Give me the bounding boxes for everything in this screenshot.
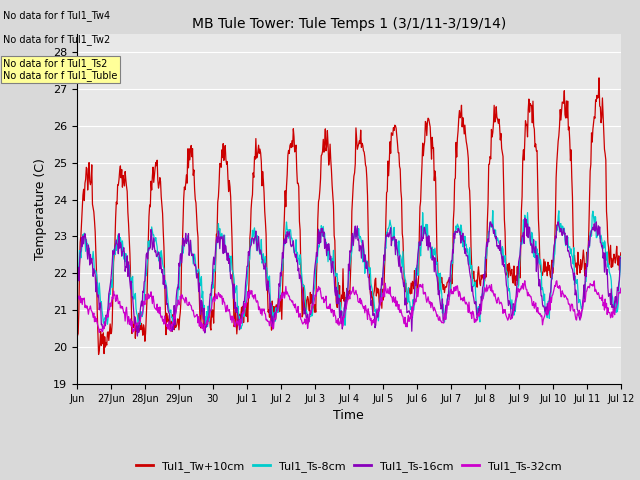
X-axis label: Time: Time: [333, 409, 364, 422]
Legend: Tul1_Tw+10cm, Tul1_Ts-8cm, Tul1_Ts-16cm, Tul1_Ts-32cm: Tul1_Tw+10cm, Tul1_Ts-8cm, Tul1_Ts-16cm,…: [132, 457, 566, 477]
Text: No data for f Tul1_Ts2
No data for f Tul1_Tuble: No data for f Tul1_Ts2 No data for f Tul…: [3, 58, 118, 81]
Text: No data for f Tul1_Tw4: No data for f Tul1_Tw4: [3, 10, 110, 21]
Text: No data for f Tul1_Tw2: No data for f Tul1_Tw2: [3, 34, 111, 45]
Title: MB Tule Tower: Tule Temps 1 (3/1/11-3/19/14): MB Tule Tower: Tule Temps 1 (3/1/11-3/19…: [191, 17, 506, 31]
Y-axis label: Temperature (C): Temperature (C): [35, 158, 47, 260]
